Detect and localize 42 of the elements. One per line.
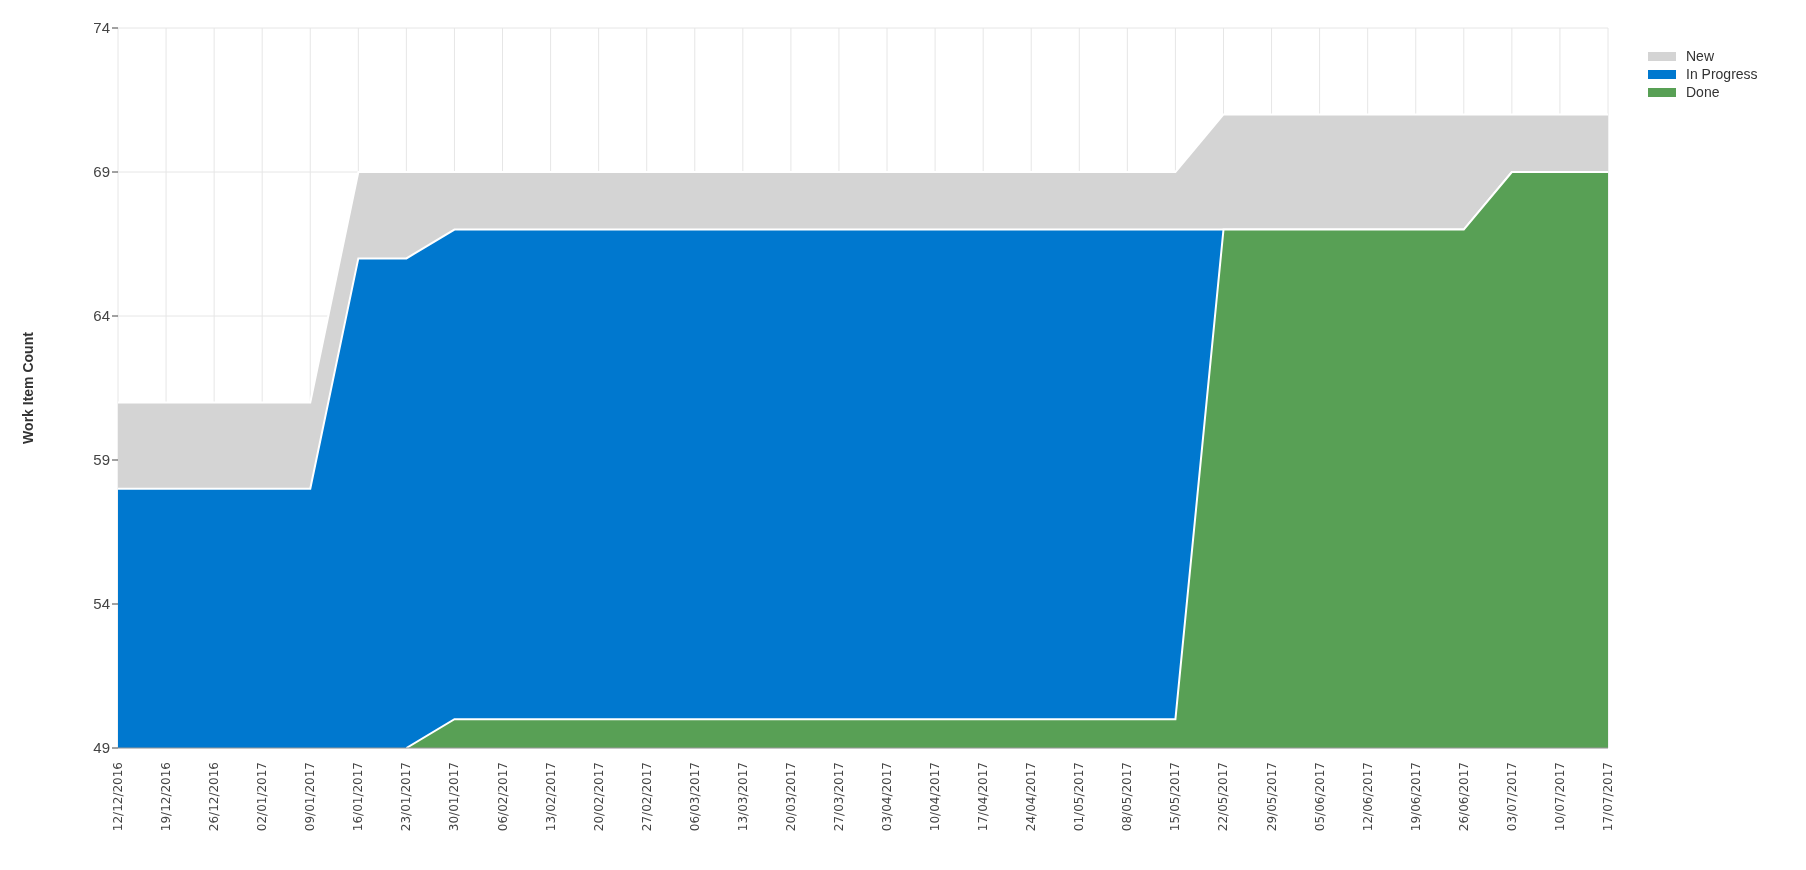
x-tick-label: 09/01/2017 (303, 762, 318, 832)
x-tick-label: 02/01/2017 (255, 762, 270, 832)
x-tick-label: 05/06/2017 (1312, 762, 1327, 832)
x-tick-label: 10/04/2017 (928, 762, 943, 832)
y-tick-label: 69 (93, 163, 110, 181)
x-tick-label: 29/05/2017 (1264, 762, 1279, 832)
x-tick-label: 06/02/2017 (495, 762, 510, 832)
y-tick-label: 49 (93, 739, 110, 757)
x-tick-label: 10/07/2017 (1552, 762, 1567, 832)
y-tick-label: 54 (93, 595, 110, 613)
x-tick-label: 30/01/2017 (447, 762, 462, 832)
x-tick-label: 19/12/2016 (159, 762, 174, 832)
x-tick-label: 13/02/2017 (543, 762, 558, 832)
x-tick-label: 26/12/2016 (207, 762, 222, 832)
x-tick-label: 26/06/2017 (1456, 762, 1471, 832)
legend-label: In Progress (1686, 66, 1758, 82)
x-tick-label: 15/05/2017 (1168, 762, 1183, 832)
y-axis-title: Work Item Count (19, 331, 36, 444)
x-tick-label: 20/02/2017 (591, 762, 606, 832)
x-tick-label: 24/04/2017 (1024, 762, 1039, 832)
legend-label: Done (1686, 84, 1720, 100)
legend-label: New (1686, 48, 1715, 64)
x-tick-label: 23/01/2017 (399, 762, 414, 832)
x-tick-label: 12/06/2017 (1360, 762, 1375, 832)
x-tick-label: 17/07/2017 (1601, 762, 1615, 832)
x-tick-label: 27/03/2017 (831, 762, 846, 832)
x-tick-label: 01/05/2017 (1072, 762, 1087, 832)
x-tick-label: 12/12/2016 (111, 762, 125, 832)
y-tick-label: 74 (93, 19, 110, 37)
x-tick-label: 27/02/2017 (639, 762, 654, 832)
x-tick-label: 03/07/2017 (1504, 762, 1519, 832)
x-tick-label: 06/03/2017 (687, 762, 702, 832)
x-tick-label: 22/05/2017 (1216, 762, 1231, 832)
x-tick-label: 16/01/2017 (351, 762, 366, 832)
x-tick-label: 08/05/2017 (1120, 762, 1135, 832)
x-tick-label: 19/06/2017 (1408, 762, 1423, 832)
x-tick-label: 20/03/2017 (783, 762, 798, 832)
x-tick-label: 03/04/2017 (880, 762, 895, 832)
x-tick-label: 13/03/2017 (735, 762, 750, 832)
y-tick-label: 64 (93, 307, 110, 325)
y-tick-label: 59 (93, 451, 110, 469)
x-tick-label: 17/04/2017 (976, 762, 991, 832)
